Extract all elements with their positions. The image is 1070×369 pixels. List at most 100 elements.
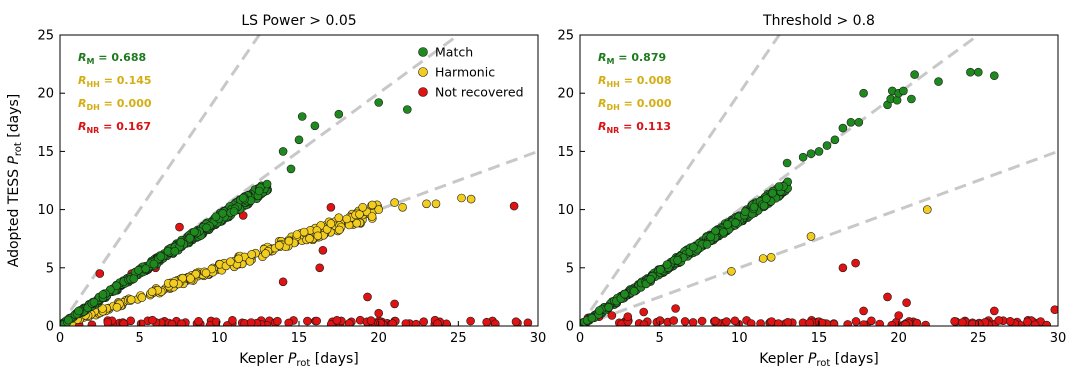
data-point (352, 218, 362, 228)
data-point (723, 220, 732, 229)
data-point (629, 286, 639, 296)
data-point (87, 320, 97, 326)
data-point (312, 316, 322, 326)
x-tick-label: 5 (136, 331, 144, 346)
data-point (261, 249, 270, 258)
data-point (511, 317, 521, 326)
data-point (639, 320, 649, 326)
data-point (74, 306, 83, 316)
data-point (374, 98, 384, 107)
data-point (419, 317, 428, 326)
data-point (334, 109, 344, 119)
data-point (1042, 320, 1051, 326)
x-tick-label: 25 (450, 331, 467, 346)
data-point (284, 236, 294, 246)
data-point (129, 274, 139, 284)
reference-line-3 (580, 149, 1058, 326)
data-point (190, 227, 199, 237)
data-point (201, 268, 211, 278)
data-point (899, 86, 908, 96)
data-point (989, 71, 999, 80)
stat-hh: RHH = 0.008 (598, 74, 672, 89)
data-point (806, 149, 816, 158)
data-point (1050, 305, 1058, 314)
data-point (509, 201, 519, 211)
data-point (798, 152, 808, 162)
data-point (910, 70, 919, 79)
data-point (523, 318, 533, 326)
data-point (620, 289, 629, 299)
data-point (774, 182, 784, 191)
data-point (247, 250, 256, 259)
stat-hh: RHH = 0.145 (78, 74, 152, 89)
legend-marker (418, 67, 428, 77)
data-point (894, 311, 904, 320)
data-point (875, 319, 884, 326)
data-point (374, 205, 384, 214)
data-point (170, 246, 180, 256)
data-point (262, 179, 272, 189)
y-tick-label: 0 (46, 320, 54, 335)
x-tick-label: 5 (656, 331, 664, 346)
x-tick-label: 10 (211, 331, 228, 346)
data-point (892, 95, 902, 105)
data-point (994, 316, 1004, 325)
data-point (740, 207, 750, 216)
data-point (851, 317, 861, 326)
data-point (318, 246, 328, 255)
data-point (112, 302, 122, 312)
data-point (662, 260, 672, 269)
data-point (607, 311, 617, 320)
data-point (934, 77, 943, 86)
data-point (989, 306, 999, 316)
data-point (719, 227, 728, 237)
data-point (64, 315, 73, 325)
series-harmonic (727, 205, 932, 276)
data-point (334, 213, 344, 222)
data-point (315, 263, 325, 273)
data-point (623, 312, 633, 322)
data-point (229, 207, 239, 216)
data-point (136, 319, 146, 326)
data-point (274, 241, 284, 250)
data-point (722, 317, 731, 326)
data-point (731, 218, 740, 228)
data-point (148, 315, 157, 325)
data-point (1023, 317, 1032, 326)
data-point (702, 240, 712, 249)
series-not-recovered (67, 201, 533, 326)
data-point (411, 319, 421, 326)
reference-line-1 (60, 35, 261, 326)
data-point (202, 223, 211, 233)
data-point (299, 227, 309, 237)
panel-title: LS Power > 0.05 (241, 13, 356, 29)
data-point (851, 258, 860, 268)
data-point (390, 299, 399, 309)
legend-label: Not recovered (435, 85, 524, 100)
data-point (697, 316, 707, 326)
stat-dh: RDH = 0.000 (78, 97, 152, 112)
reference-line-1 (580, 35, 781, 326)
x-tick-label: 30 (1050, 331, 1067, 346)
x-tick-label: 20 (890, 331, 907, 346)
data-point (254, 186, 264, 196)
data-point (141, 264, 150, 274)
data-point (284, 318, 293, 326)
data-point (95, 269, 105, 278)
y-tick-label: 0 (566, 320, 574, 335)
data-point (759, 201, 769, 211)
data-point (758, 254, 768, 263)
data-point (843, 320, 852, 326)
data-point (689, 242, 698, 252)
data-point (466, 316, 475, 326)
data-point (974, 319, 984, 326)
data-point (292, 230, 302, 239)
plot-area (580, 35, 1058, 326)
x-tick-label: 25 (970, 331, 987, 346)
y-tick-label: 20 (37, 87, 54, 102)
stat-dh: RDH = 0.000 (598, 97, 672, 112)
legend: Match Harmonic Not recovered (418, 45, 524, 100)
y-tick-label: 20 (557, 87, 574, 102)
data-point (761, 194, 771, 203)
